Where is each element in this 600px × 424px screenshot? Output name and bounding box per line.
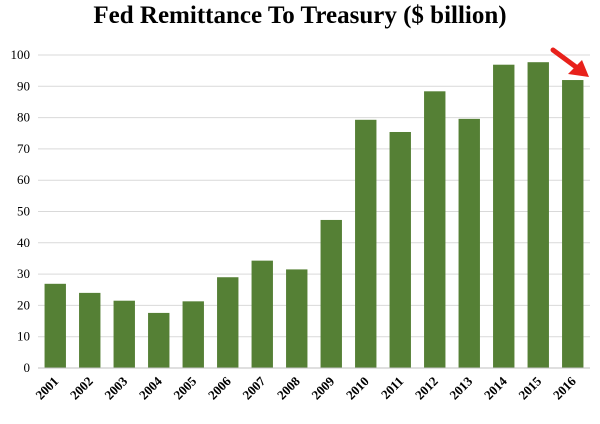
y-tick-label: 10 xyxy=(17,329,30,344)
x-tick-label: 2009 xyxy=(308,373,337,402)
bar xyxy=(79,292,101,368)
y-tick-label: 20 xyxy=(17,297,30,312)
bar xyxy=(424,91,446,369)
bars xyxy=(44,62,584,369)
y-tick-label: 80 xyxy=(17,110,30,125)
bar xyxy=(458,118,480,369)
bar xyxy=(355,119,377,368)
bar xyxy=(251,260,273,368)
bar xyxy=(217,277,239,368)
x-tick-label: 2010 xyxy=(343,374,372,403)
y-tick-label: 70 xyxy=(17,141,30,156)
bar xyxy=(148,312,170,368)
y-tick-label: 30 xyxy=(17,266,30,281)
bar xyxy=(44,283,66,368)
x-tick-label: 2005 xyxy=(170,373,199,402)
x-tick-label: 2011 xyxy=(378,374,406,402)
x-tick-label: 2013 xyxy=(446,373,475,402)
x-tick-label: 2012 xyxy=(412,374,441,403)
y-tick-label: 50 xyxy=(17,204,30,219)
bar xyxy=(493,64,515,368)
x-tick-label: 2008 xyxy=(274,373,303,402)
arrow-head xyxy=(568,60,589,77)
x-tick-label: 2001 xyxy=(32,374,61,403)
x-tick-label: 2004 xyxy=(136,373,165,402)
down-arrow-annotation-icon xyxy=(550,47,589,77)
x-tick-label: 2006 xyxy=(205,373,234,402)
y-axis: 0 10 20 30 40 50 60 70 80 90 100 xyxy=(11,47,31,375)
bar xyxy=(389,131,411,368)
chart-title: Fed Remittance To Treasury ($ billion) xyxy=(93,2,507,29)
y-tick-label: 40 xyxy=(17,235,30,250)
bar xyxy=(320,219,342,368)
bar xyxy=(182,301,204,368)
y-tick-label: 60 xyxy=(17,172,30,187)
bar xyxy=(286,269,308,368)
y-tick-label: 100 xyxy=(11,47,31,62)
x-tick-label: 2002 xyxy=(67,374,96,403)
bar xyxy=(562,80,584,368)
x-tick-label: 2003 xyxy=(101,373,130,402)
x-tick-label: 2014 xyxy=(481,373,510,402)
y-tick-label: 90 xyxy=(17,78,30,93)
x-tick-label: 2016 xyxy=(550,373,579,402)
y-tick-label: 0 xyxy=(24,360,31,375)
bar xyxy=(527,62,549,368)
x-tick-label: 2007 xyxy=(239,373,268,402)
arrow-shaft xyxy=(550,47,579,70)
bar xyxy=(113,300,135,368)
x-tick-label: 2015 xyxy=(515,373,544,402)
x-axis: 2001 2002 2003 2004 2005 2006 2007 2008 2009 2010… xyxy=(32,373,579,402)
